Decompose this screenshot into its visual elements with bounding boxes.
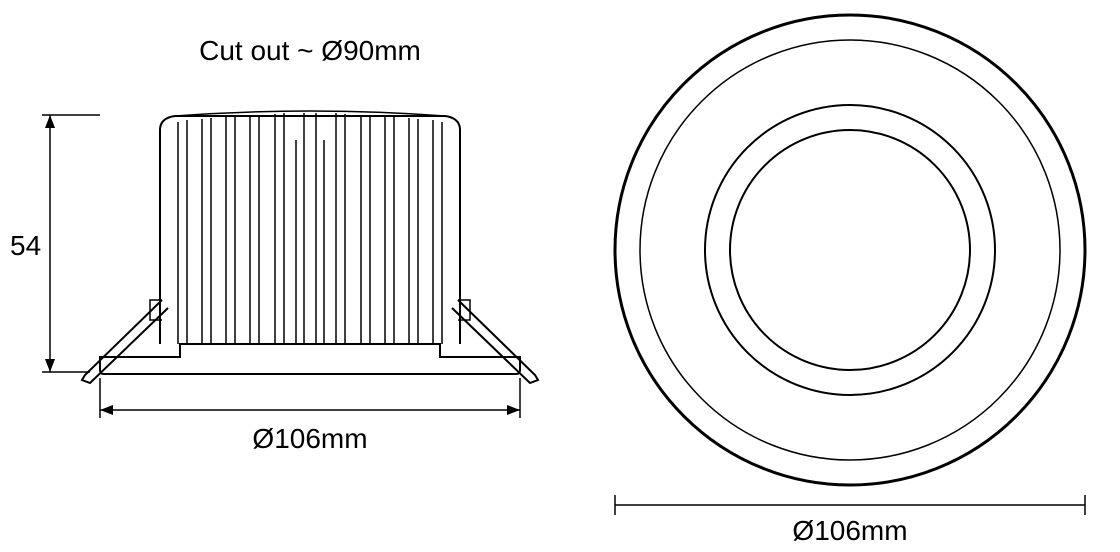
spring-clips (82, 300, 538, 383)
top-diameter-label: Ø106mm (792, 515, 907, 546)
heatsink-fins (178, 113, 442, 344)
side-diameter-label: Ø106mm (252, 423, 367, 454)
technical-drawing: Ø106mm Cut out ~ Ø90mm 54 (0, 0, 1120, 552)
flange (100, 344, 520, 374)
heatsink-body (160, 111, 460, 344)
height-dimension: 54 (10, 115, 100, 372)
cutout-label: Cut out ~ Ø90mm (199, 35, 421, 66)
height-label: 54 (10, 230, 41, 261)
side-diameter-dimension: Ø106mm (100, 378, 520, 454)
top-view: Ø106mm (615, 15, 1085, 546)
side-view: Cut out ~ Ø90mm 54 (10, 35, 538, 454)
